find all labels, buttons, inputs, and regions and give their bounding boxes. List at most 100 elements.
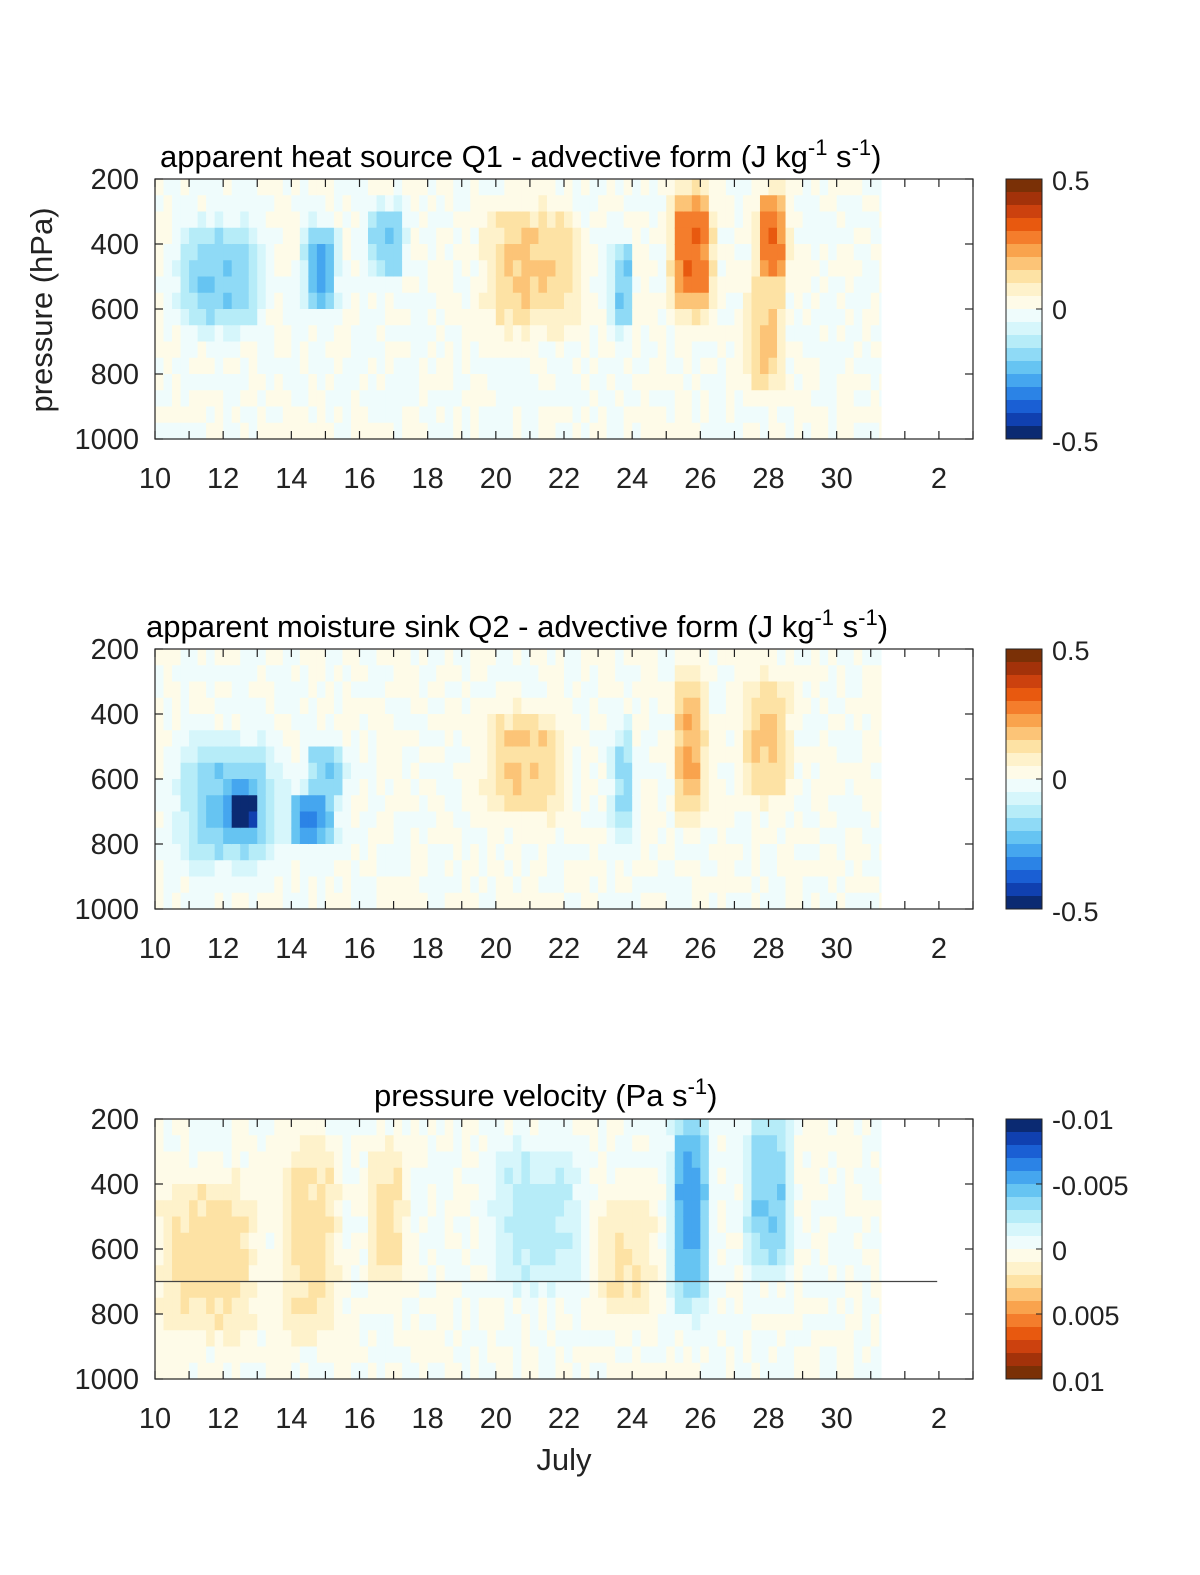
heatmap-cell [342,1346,352,1364]
heatmap-cell [282,1346,292,1364]
heatmap-cell [197,195,207,213]
heatmap-cell [862,844,872,861]
heatmap-cell [393,179,403,196]
heatmap-cell [666,341,676,359]
heatmap-cell [350,730,361,748]
heatmap-cell [333,1346,344,1364]
heatmap-cell [538,227,548,245]
heatmap-cell [265,357,275,375]
heatmap-cell [564,1200,574,1218]
heatmap-cell [385,649,395,666]
heatmap-cell [172,714,182,731]
heatmap-cell [461,649,471,666]
heatmap-cell [632,1167,642,1185]
heatmap-cell [742,325,753,343]
heatmap-cell [666,730,676,748]
heatmap-cell [794,260,804,278]
heatmap-cell [572,374,582,391]
heatmap-cell [870,341,880,359]
heatmap-cell [274,697,284,715]
y-tick-label: 800 [91,829,139,861]
heatmap-cell [410,1216,420,1234]
heatmap-cell [725,1200,736,1218]
heatmap-cell [538,406,548,424]
heatmap-cell [700,811,710,829]
heatmap-cell [836,1249,846,1266]
heatmap-cell [870,1297,880,1315]
heatmap-cell [376,762,386,780]
heatmap-cell [546,762,557,780]
heatmap-cell [811,227,821,245]
heatmap-cell [836,309,846,326]
heatmap-cell [794,762,804,780]
heatmap-cell [742,779,753,796]
heatmap-cell [606,390,616,408]
heatmap-cell [870,681,880,699]
heatmap-cell [742,1151,753,1169]
heatmap-cell [368,697,378,715]
heatmap-cell [811,292,821,310]
heatmap-cell [777,876,787,894]
heatmap-cell [708,1249,718,1266]
heatmap-cell [163,325,173,343]
heatmap-cell [410,292,420,310]
heatmap-cell [385,1232,395,1250]
heatmap-cell [606,1362,616,1380]
heatmap-cell [342,1135,352,1153]
heatmap-cell [581,1249,591,1266]
heatmap-cell [853,1167,863,1185]
heatmap-cell [274,844,284,861]
heatmap-cell [572,1281,582,1299]
heatmap-cell [385,1362,395,1380]
heatmap-cell [768,1184,778,1201]
heatmap-cell [231,1200,241,1218]
heatmap-cell [385,325,395,343]
heatmap-cell [325,1297,335,1315]
heatmap-cell [504,1314,514,1331]
heatmap-cell [248,1119,258,1136]
heatmap-cell [674,227,684,245]
heatmap-cell [870,762,880,780]
heatmap-cell [879,1265,882,1283]
heatmap-cell [172,1119,182,1136]
heatmap-cell [777,1297,787,1315]
heatmap-cell [598,1200,608,1218]
heatmap-cell [725,374,736,391]
heatmap-cell [478,1200,488,1218]
heatmap-cell [794,244,804,261]
heatmap-cell [777,795,787,813]
heatmap-cell [376,1184,386,1201]
heatmap-cell [785,406,795,424]
heatmap-cell [708,374,718,391]
heatmap-cell [470,227,480,245]
heatmap-cell [606,292,616,310]
heatmap-cell [853,811,863,829]
heatmap-cell [521,779,531,796]
heatmap-cell [623,1151,633,1169]
heatmap-cell [342,406,352,424]
heatmap-cell [487,1184,497,1201]
heatmap-cell [172,876,182,894]
heatmap-cell [819,374,829,391]
heatmap-cell [794,211,804,229]
heatmap-cell [649,714,659,731]
heatmap-cell [512,195,522,213]
heatmap-cell [708,811,718,829]
heatmap-cell [265,1265,275,1283]
heatmap-cell [811,341,821,359]
heatmap-cell [495,860,505,878]
heatmap-cell [436,1249,446,1266]
heatmap-cell [632,1119,642,1136]
heatmap-cell [359,1232,369,1250]
heatmap-cell [282,681,292,699]
heatmap-cell [828,390,838,408]
heatmap-cell [725,697,736,715]
heatmap-cell [223,1249,233,1266]
heatmap-cell [538,325,548,343]
heatmap-cell [495,244,505,261]
heatmap-cell [393,260,403,278]
heatmap-cell [521,697,531,715]
heatmap-cell [385,827,395,845]
heatmap-cell [828,762,838,780]
heatmap-cell [333,1314,344,1331]
